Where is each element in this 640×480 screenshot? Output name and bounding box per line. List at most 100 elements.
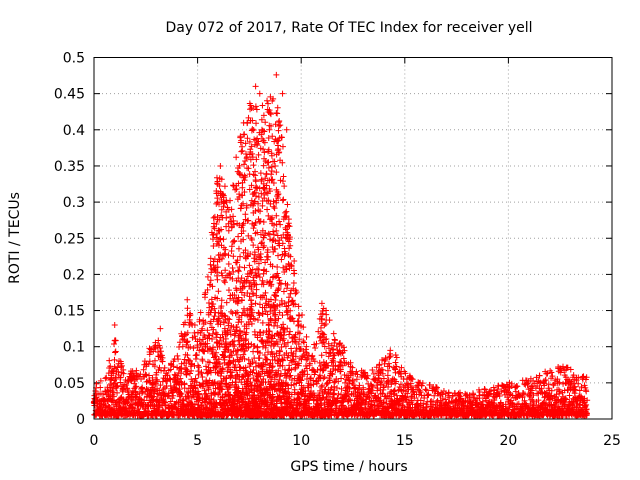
data-point <box>238 297 245 304</box>
x-tick-label: 25 <box>603 433 621 449</box>
data-point <box>210 243 217 250</box>
data-point <box>212 353 219 360</box>
data-point <box>268 281 275 288</box>
data-point <box>124 399 131 406</box>
data-point <box>275 122 282 129</box>
data-point <box>219 191 226 198</box>
data-point <box>264 246 271 253</box>
data-point <box>295 360 302 367</box>
data-point <box>232 330 239 337</box>
data-point <box>318 352 325 359</box>
data-point <box>240 236 247 243</box>
data-point <box>212 385 219 392</box>
data-point <box>323 336 330 343</box>
data-point <box>255 266 262 273</box>
data-point <box>190 345 197 352</box>
data-point <box>233 154 240 161</box>
data-point <box>250 171 257 178</box>
data-point <box>277 333 284 340</box>
data-point <box>283 381 290 388</box>
data-point <box>392 359 399 366</box>
data-point <box>275 274 282 281</box>
data-point <box>247 251 254 258</box>
data-point <box>165 393 172 400</box>
data-point <box>249 126 256 133</box>
data-point <box>259 343 266 350</box>
data-point <box>249 266 256 273</box>
data-point <box>240 220 247 227</box>
data-point <box>257 218 264 225</box>
y-tick-label: 0 <box>76 412 85 428</box>
data-point <box>272 121 279 128</box>
data-point <box>133 374 140 381</box>
data-point <box>186 357 193 364</box>
data-point <box>284 325 291 332</box>
data-point <box>288 263 295 270</box>
data-point <box>225 227 232 234</box>
data-point <box>230 221 237 228</box>
data-point <box>234 309 241 316</box>
data-point <box>158 352 165 359</box>
data-point <box>302 363 309 370</box>
data-point <box>129 368 136 375</box>
data-point <box>174 373 181 380</box>
data-point <box>291 257 298 264</box>
data-point <box>264 356 271 363</box>
data-point <box>206 332 213 339</box>
data-point <box>257 373 264 380</box>
x-tick-label: 5 <box>193 433 202 449</box>
data-point <box>267 111 274 118</box>
data-point <box>255 260 262 267</box>
data-point <box>154 396 161 403</box>
data-point <box>300 324 307 331</box>
data-point <box>221 277 228 284</box>
data-point <box>283 213 290 220</box>
data-point <box>255 193 262 200</box>
data-point <box>273 169 280 176</box>
data-point <box>218 255 225 262</box>
data-point <box>198 369 205 376</box>
data-point <box>243 336 250 343</box>
data-point <box>154 390 161 397</box>
axis-ticks: 00.050.10.150.20.250.30.350.40.450.50 5 10… <box>54 51 621 450</box>
data-point <box>336 358 343 365</box>
data-point <box>268 400 275 407</box>
data-point <box>232 375 239 382</box>
data-point <box>233 186 240 193</box>
data-point <box>287 307 294 314</box>
data-point <box>381 357 388 364</box>
data-point <box>281 183 288 190</box>
data-point <box>270 248 277 255</box>
data-point <box>244 135 251 142</box>
data-point <box>215 340 222 347</box>
data-point <box>235 268 242 275</box>
data-point <box>111 356 118 363</box>
data-point <box>225 287 232 294</box>
data-point <box>315 328 322 335</box>
data-point <box>207 255 214 262</box>
data-point <box>271 205 278 212</box>
data-point <box>268 171 275 178</box>
data-point <box>290 279 297 286</box>
data-point <box>293 380 300 387</box>
data-point <box>155 337 162 344</box>
data-point <box>252 269 259 276</box>
data-point <box>256 355 263 362</box>
data-point <box>244 391 251 398</box>
data-point <box>242 364 249 371</box>
data-point <box>257 208 264 215</box>
data-point <box>226 270 233 277</box>
data-point <box>277 221 284 228</box>
data-point <box>276 149 283 156</box>
data-point <box>290 358 297 365</box>
data-point <box>211 225 218 232</box>
data-point <box>132 388 139 395</box>
data-point <box>210 301 217 308</box>
data-point <box>330 390 337 397</box>
data-point <box>112 337 119 344</box>
data-point <box>254 317 261 324</box>
data-point <box>274 302 281 309</box>
y-tick-label: 0.05 <box>54 376 85 392</box>
data-point <box>262 229 269 236</box>
